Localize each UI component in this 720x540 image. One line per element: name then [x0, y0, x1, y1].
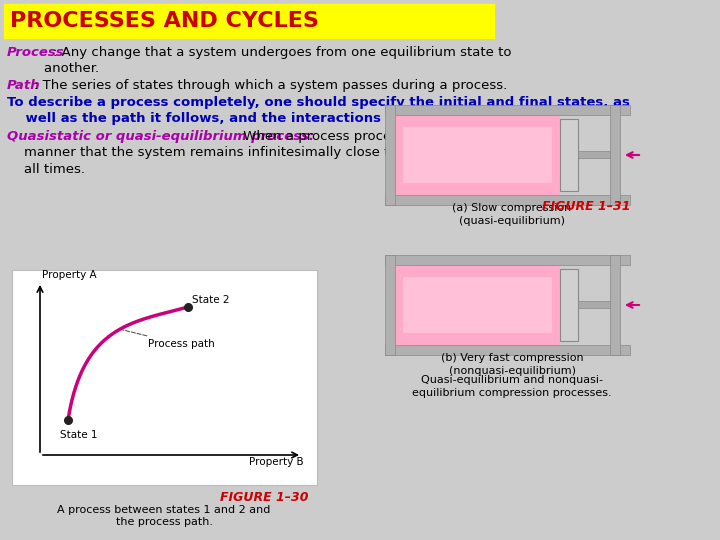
- Bar: [610, 105, 620, 205]
- Text: (b) Very fast compression: (b) Very fast compression: [441, 353, 583, 363]
- Text: PROCESSES AND CYCLES: PROCESSES AND CYCLES: [10, 11, 319, 31]
- Bar: [395, 115, 560, 195]
- Bar: [403, 277, 552, 333]
- Text: all times.: all times.: [7, 163, 85, 176]
- Text: Quasistatic or quasi-equilibrium process:: Quasistatic or quasi-equilibrium process…: [7, 131, 314, 144]
- Text: well as the path it follows, and the interactions with the surroundings.: well as the path it follows, and the int…: [7, 112, 557, 125]
- Text: State 2: State 2: [192, 295, 230, 305]
- Text: (nonquasi-equilibrium): (nonquasi-equilibrium): [449, 366, 575, 376]
- Bar: [578, 301, 610, 308]
- Text: Path: Path: [7, 78, 40, 92]
- Text: : The series of states through which a system passes during a process.: : The series of states through which a s…: [34, 78, 508, 92]
- Bar: [385, 105, 630, 115]
- Text: equilibrium compression processes.: equilibrium compression processes.: [412, 388, 612, 398]
- Text: : Any change that a system undergoes from one equilibrium state to: : Any change that a system undergoes fro…: [53, 46, 511, 59]
- Text: Process: Process: [7, 46, 65, 59]
- Text: When a process proceeds in such a: When a process proceeds in such a: [239, 131, 480, 144]
- Bar: [385, 195, 630, 205]
- Text: FIGURE 1–31: FIGURE 1–31: [541, 200, 630, 213]
- Text: A process between states 1 and 2 and: A process between states 1 and 2 and: [58, 505, 271, 515]
- Text: (quasi-equilibrium): (quasi-equilibrium): [459, 216, 565, 226]
- Bar: [395, 265, 560, 345]
- Text: Property A: Property A: [42, 270, 96, 280]
- Text: Quasi-equilibrium and nonquasi-: Quasi-equilibrium and nonquasi-: [421, 375, 603, 385]
- Bar: [12, 270, 317, 485]
- Bar: [403, 127, 552, 183]
- Text: To describe a process completely, one should specify the initial and final state: To describe a process completely, one sh…: [7, 96, 630, 110]
- Bar: [560, 269, 578, 341]
- Bar: [4, 4, 494, 38]
- Bar: [385, 345, 630, 355]
- Bar: [385, 255, 630, 265]
- Text: Process path: Process path: [122, 330, 215, 349]
- Text: (a) Slow compression: (a) Slow compression: [452, 203, 572, 213]
- Text: FIGURE 1–30: FIGURE 1–30: [220, 491, 309, 504]
- Text: Property B: Property B: [249, 457, 304, 467]
- Bar: [560, 119, 578, 191]
- Bar: [610, 255, 620, 355]
- Text: State 1: State 1: [60, 430, 97, 440]
- Bar: [385, 105, 395, 205]
- Text: manner that the system remains infinitesimally close to an equilibrium state at: manner that the system remains infinites…: [7, 146, 554, 159]
- Bar: [385, 255, 395, 355]
- Text: the process path.: the process path.: [115, 517, 212, 527]
- Text: another.: another.: [27, 62, 99, 75]
- Bar: [578, 151, 610, 158]
